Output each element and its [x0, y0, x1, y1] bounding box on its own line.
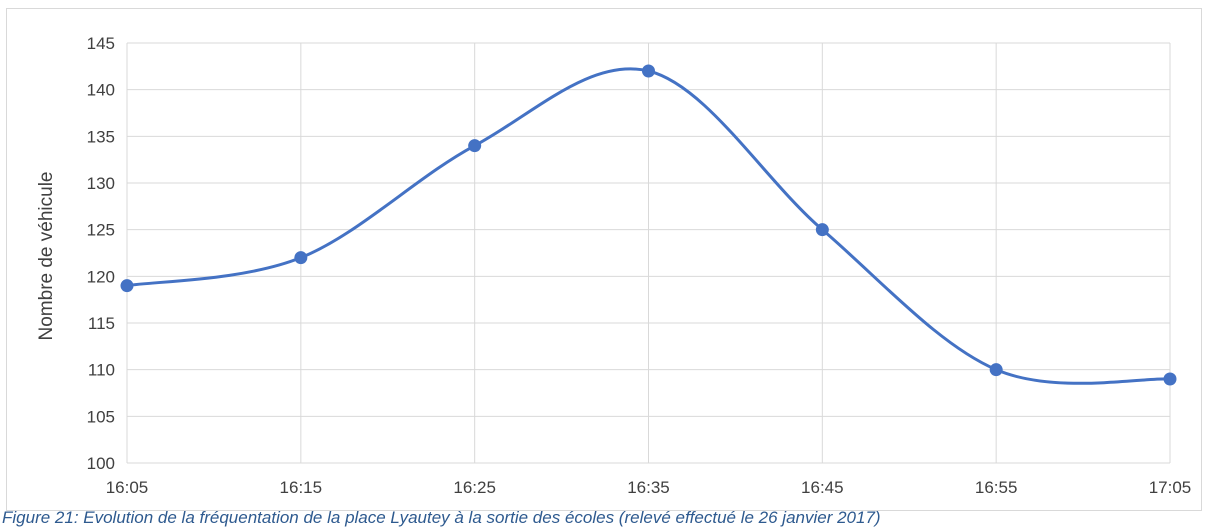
- line-chart: 100 105 110 115 120 125 130 135 140 145 16:05 16:1…: [36, 34, 1192, 497]
- x-tick-label: 17:05: [1149, 478, 1192, 497]
- chart-area: [6, 8, 1202, 511]
- x-axis-ticks: 16:05 16:15 16:25 16:35 16:45 16:55 17:05: [106, 478, 1192, 497]
- x-tick-label: 16:55: [975, 478, 1018, 497]
- data-point: [468, 139, 482, 153]
- data-point: [120, 279, 134, 293]
- x-tick-label: 16:25: [453, 478, 496, 497]
- y-tick-label: 105: [87, 407, 115, 426]
- x-tick-label: 16:15: [280, 478, 323, 497]
- y-axis-ticks: 100 105 110 115 120 125 130 135 140 145: [87, 34, 115, 473]
- y-tick-label: 140: [87, 81, 115, 100]
- data-points: [120, 64, 1177, 386]
- y-tick-label: 135: [87, 127, 115, 146]
- y-tick-label: 100: [87, 454, 115, 473]
- y-tick-label: 130: [87, 174, 115, 193]
- x-tick-label: 16:35: [627, 478, 670, 497]
- data-point: [1163, 372, 1177, 386]
- gridlines: [126, 42, 1171, 464]
- x-tick-label: 16:05: [106, 478, 149, 497]
- figure-caption: Figure 21: Evolution de la fréquentation…: [2, 508, 881, 527]
- y-tick-label: 145: [87, 34, 115, 53]
- y-tick-label: 120: [87, 267, 115, 286]
- data-point: [989, 363, 1003, 377]
- data-point: [294, 251, 308, 265]
- x-tick-label: 16:45: [801, 478, 844, 497]
- y-tick-label: 115: [88, 314, 115, 333]
- data-point: [815, 223, 829, 237]
- y-tick-label: 125: [87, 221, 115, 240]
- data-point: [642, 64, 655, 78]
- y-tick-label: 110: [88, 361, 115, 380]
- y-axis-title: Nombre de véhicule: [36, 172, 57, 341]
